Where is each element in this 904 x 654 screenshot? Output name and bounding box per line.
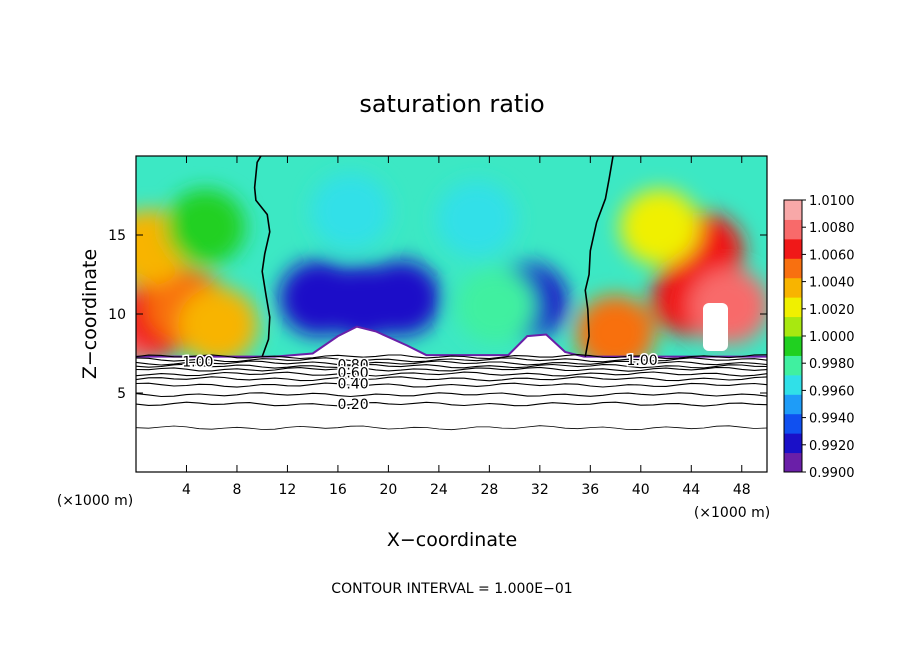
- x-tick-label: 4: [182, 482, 191, 498]
- colorbar-label: 1.0020: [809, 303, 855, 318]
- clear-air-boundary: [136, 325, 767, 358]
- x-tick-label: 16: [329, 482, 347, 498]
- x-axis-unit-left: (×1000 m): [57, 493, 133, 509]
- colorbar-swatch: [784, 316, 802, 337]
- colorbar-swatch: [784, 433, 802, 454]
- y-tick-label: 5: [117, 386, 126, 402]
- colorbar-swatch: [784, 200, 802, 220]
- contour-line: [136, 376, 767, 382]
- contour-line: [136, 425, 767, 431]
- field-blob: [165, 189, 246, 266]
- colorbar-label: 1.0080: [809, 221, 855, 236]
- colorbar-label: 0.9920: [809, 439, 855, 454]
- y-axis-ticks: 5 10 15: [108, 228, 767, 402]
- colorbar-swatch: [784, 258, 802, 279]
- field-blob: [178, 287, 259, 364]
- colorbar-label: 1.0100: [809, 194, 855, 209]
- colorbar-swatch: [784, 452, 802, 473]
- unity-contour-line: [584, 156, 614, 357]
- x-tick-label: 40: [632, 482, 650, 498]
- saturation-field: [136, 156, 767, 472]
- field-blob: [619, 189, 700, 266]
- chart-title: saturation ratio: [359, 90, 544, 118]
- colorbar-swatch: [784, 238, 802, 259]
- x-axis-ticks: 4 8 12 16 20 24 28 32 36 40 44 48: [182, 156, 751, 498]
- colorbar: 1.0100 1.0080 1.0060 1.0040 1.0020 1.0000 0.99…: [783, 194, 855, 481]
- contour-line: [136, 360, 767, 366]
- field-blob: [575, 294, 656, 371]
- x-tick-label: 44: [682, 482, 700, 498]
- contour-line: [136, 401, 767, 407]
- x-tick-label: 36: [581, 482, 599, 498]
- colorbar-swatch: [784, 277, 802, 298]
- colorbar-label: 1.0060: [809, 248, 855, 263]
- x-tick-label: 28: [480, 482, 498, 498]
- unity-contours: [253, 156, 614, 357]
- colorbar-label: 0.9980: [809, 357, 855, 372]
- field-blob: [361, 260, 442, 337]
- x-tick-label: 24: [430, 482, 448, 498]
- y-tick-label: 15: [108, 228, 126, 244]
- colorbar-label: 0.9960: [809, 384, 855, 399]
- contour-label: 0.40: [337, 377, 368, 393]
- contour-labels: 1.00 1.00 0.800.600.40 0.20: [181, 351, 659, 414]
- contour-line: [136, 366, 767, 372]
- contour-label: 1.00: [626, 353, 657, 369]
- colorbar-swatch: [784, 297, 802, 318]
- colorbar-swatch: [784, 413, 802, 434]
- field-blob: [689, 268, 767, 345]
- contour-label: 1.00: [182, 354, 213, 370]
- x-tick-label: 20: [379, 482, 397, 498]
- field-blob: [310, 173, 391, 250]
- contour-line: [136, 392, 767, 398]
- contour-lines: [136, 354, 767, 431]
- contour-label: 0.20: [337, 397, 368, 413]
- y-axis-label: Z−coordinate: [79, 249, 101, 379]
- x-axis-unit-right: (×1000 m): [694, 505, 770, 521]
- colorbar-swatch: [784, 219, 802, 240]
- x-axis-label: X−coordinate: [387, 529, 517, 551]
- ice-free-pocket: [703, 303, 728, 351]
- colorbar-label: 1.0000: [809, 330, 855, 345]
- field-blob: [436, 181, 517, 258]
- colorbar-swatch: [784, 374, 802, 395]
- colorbar-swatch: [784, 355, 802, 376]
- colorbar-label: 0.9900: [809, 466, 855, 481]
- contour-line: [136, 357, 767, 363]
- contour-label: 0.80: [337, 358, 368, 374]
- x-tick-label: 8: [232, 482, 241, 498]
- x-tick-label: 12: [279, 482, 297, 498]
- contour-line: [136, 382, 767, 388]
- x-tick-label: 32: [531, 482, 549, 498]
- contour-label: 0.60: [337, 365, 368, 381]
- x-tick-label: 48: [733, 482, 751, 498]
- y-tick-label: 10: [108, 307, 126, 323]
- colorbar-label: 1.0040: [809, 276, 855, 291]
- colorbar-label: 0.9940: [809, 412, 855, 427]
- unity-contour-line: [253, 156, 271, 357]
- contour-line: [136, 363, 767, 369]
- colorbar-swatch: [784, 336, 802, 356]
- field-blob: [455, 268, 536, 345]
- contour-line: [136, 371, 767, 377]
- contour-interval-footer: CONTOUR INTERVAL = 1.000E−01: [331, 581, 572, 597]
- contour-line: [136, 354, 767, 360]
- colorbar-swatch: [784, 394, 802, 415]
